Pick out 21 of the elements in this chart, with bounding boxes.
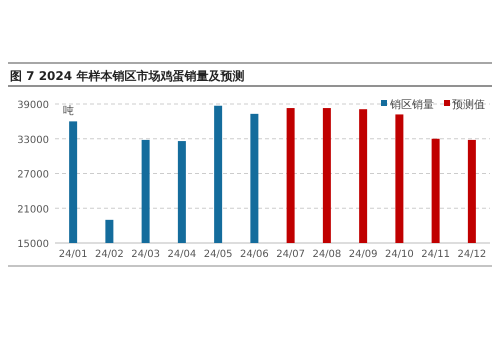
x-tick-label: 24/05 [204, 249, 233, 260]
x-tick-label: 24/03 [131, 249, 160, 260]
x-tick-label: 24/02 [94, 249, 124, 260]
x-tick-label: 24/12 [457, 249, 486, 260]
chart-title: 图 7 2024 年样本销区市场鸡蛋销量及预测 [10, 69, 244, 83]
y-tick-label: 27000 [17, 170, 49, 180]
y-tick-label: 21000 [17, 204, 49, 216]
x-tick-label: 24/04 [167, 249, 196, 260]
x-tick-label: 24/09 [348, 249, 378, 260]
x-tick-label: 24/06 [240, 249, 269, 260]
y-tick-label: 39000 [17, 100, 49, 111]
x-tick-label: 24/01 [58, 249, 88, 260]
legend-label: 预测值 [452, 98, 485, 111]
x-tick-label: 24/07 [276, 249, 306, 260]
x-tick-label: 24/08 [312, 249, 342, 260]
y-tick-label: 33000 [17, 134, 49, 146]
y-axis-title: 吨 [63, 104, 74, 117]
x-tick-label: 24/11 [421, 249, 450, 260]
x-tick-label: 24/10 [384, 249, 414, 260]
legend-label: 销区销量 [389, 98, 434, 111]
y-tick-label: 15000 [17, 239, 49, 250]
